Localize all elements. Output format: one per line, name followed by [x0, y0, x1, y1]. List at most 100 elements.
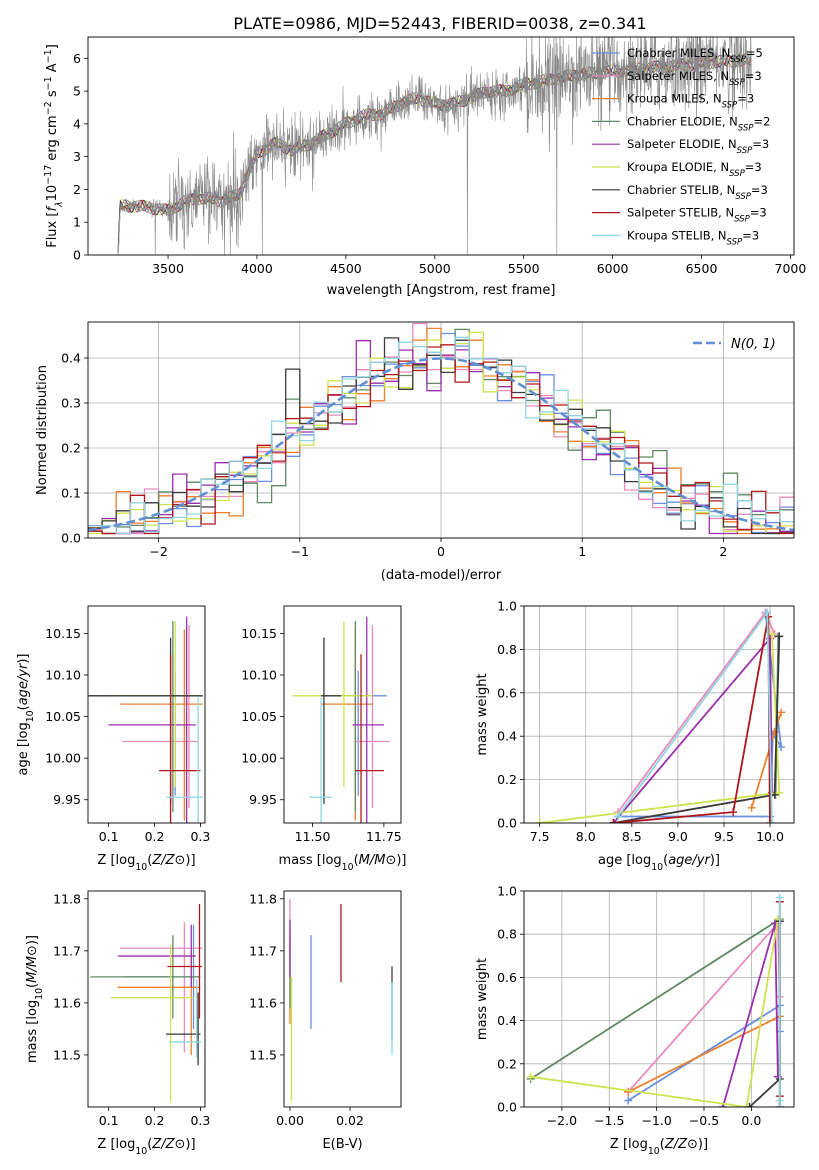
x-tick-label: 8.5: [622, 829, 642, 844]
series-kroupa-miles: [747, 708, 786, 812]
errorbar-kroupa-stelib: [309, 697, 333, 823]
x-tick-label: −1.5: [594, 1113, 624, 1128]
x-tick-label: 6500: [686, 261, 718, 276]
errorbar-chabrier-stelib: [321, 637, 342, 804]
y-axis-label: mass weight: [475, 673, 490, 755]
histogram-salpeter-stelib: [88, 344, 794, 535]
data-point: [624, 1096, 633, 1105]
errorbar-salpeter-elodie: [352, 616, 384, 823]
x-tick-label: 7000: [775, 261, 807, 276]
errorbar-chabrier-elodie: [90, 935, 201, 1019]
y-tick-label: 9.95: [53, 792, 81, 807]
y-axis-label: Flux [fλ10−17 erg cm−2 s−1 A−1]: [43, 44, 65, 248]
data-point: [535, 819, 544, 823]
x-tick-label: 6000: [597, 261, 629, 276]
y-tick-label: 0.2: [497, 1056, 517, 1071]
x-tick-label: 0.1: [99, 1113, 119, 1128]
x-axis-label: age [log10(age/yr)]: [598, 853, 720, 873]
data-point: [609, 819, 618, 823]
x-tick-label: −2: [149, 544, 167, 559]
x-tick-label: 11.50: [295, 829, 331, 844]
y-tick-label: 0.0: [61, 531, 81, 546]
plot-area: [535, 608, 786, 823]
x-tick-label: 4000: [241, 261, 273, 276]
legend-label-salpeter-stelib: Salpeter STELIB, NSSP=3: [627, 206, 767, 225]
residuals-panel: −2 −1 0 1 2 0.0 0.1 0.2 0.3 0.4 (data-model)/error…: [35, 321, 795, 583]
x-tick-label: 0.2: [145, 1113, 165, 1128]
x-axis-label: Z [log10(Z/Z⊙)]: [97, 1137, 195, 1157]
y-axis-label: Normed distribution: [35, 365, 50, 495]
data-point: [777, 708, 786, 717]
y-tick-label: 0.3: [61, 396, 81, 411]
axes-frame: [523, 605, 795, 824]
data-point: [729, 808, 738, 817]
x-axis-label: E(B-V): [322, 1137, 362, 1152]
y-tick-label: 11.8: [249, 891, 277, 906]
massweight-vs-metallicity-panel: −2.0 −1.5 −1.0 −0.5 0.0 0.0 0.2 0.4 0.6 0.8 1.0 Z […: [475, 884, 795, 1157]
y-tick-label: 10.10: [45, 668, 81, 683]
data-point: [775, 788, 784, 797]
y-tick-label: 5: [73, 84, 81, 99]
y-tick-label: 0.4: [497, 1013, 517, 1028]
y-tick-label: 3: [73, 149, 81, 164]
legend-label-chabrier-miles: Chabrier MILES, NSSP=5: [627, 46, 763, 65]
plot-area: [88, 322, 794, 535]
data-point: [624, 1087, 633, 1096]
axes-frame: [87, 605, 206, 824]
legend-label-kroupa-miles: Kroupa MILES, NSSP=3: [627, 92, 754, 111]
axes-frame: [87, 36, 795, 256]
x-axis-label: Z [log10(Z/Z⊙)]: [97, 853, 195, 873]
x-tick-label: −2.0: [547, 1113, 577, 1128]
errorbar-salpeter-elodie: [108, 616, 196, 823]
data-point: [613, 812, 622, 821]
y-tick-label: 0.8: [497, 927, 517, 942]
legend-label-kroupa-stelib: Kroupa STELIB, NSSP=3: [627, 228, 759, 247]
histogram-kroupa-stelib: [88, 336, 794, 535]
series-line: [530, 918, 779, 1107]
plot-area: [289, 898, 393, 1102]
normal-curve: [88, 357, 794, 532]
legend-label-normal: N(0, 1): [731, 337, 776, 352]
x-tick-label: 8.0: [576, 829, 596, 844]
plot-area: [88, 616, 203, 823]
series-kroupa-stelib: [613, 608, 776, 823]
x-axis-label: (data-model)/error: [381, 568, 502, 583]
data-point: [526, 1072, 535, 1081]
spectrum-panel: 3500 4000 4500 5000 5500 6000 6500 7000 0 1 2 3 4 5 6 w…: [43, 36, 807, 298]
errorbar-salpeter-stelib: [159, 654, 201, 823]
errorbar-salpeter-miles: [122, 625, 199, 809]
y-tick-label: 0.2: [61, 441, 81, 456]
series-kroupa-stelib: [775, 893, 784, 1107]
mass-vs-ebv-panel: 0.00 0.02 11.5 11.6 11.7 11.8 E(B-V): [249, 890, 402, 1152]
errorbar-kroupa-stelib: [166, 697, 203, 823]
y-tick-label: 6: [73, 51, 81, 66]
y-tick-label: 0: [73, 248, 81, 263]
y-tick-label: 1: [73, 215, 81, 230]
x-axis-label: mass [log10(M/M⊙)]: [278, 853, 406, 873]
x-tick-label: −1.0: [641, 1113, 671, 1128]
y-tick-label: 11.8: [53, 891, 81, 906]
y-tick-label: 10.05: [45, 709, 81, 724]
y-tick-label: 0.4: [61, 351, 81, 366]
y-tick-label: 0.6: [497, 970, 517, 985]
x-tick-label: 7.5: [530, 829, 550, 844]
x-tick-label: 2: [719, 544, 727, 559]
data-point: [775, 632, 784, 641]
x-axis-label: Z [log10(Z/Z⊙)]: [610, 1137, 708, 1157]
age-vs-mass-panel: 11.50 11.75 9.95 10.00 10.05 10.10 10.15 mass […: [241, 605, 407, 873]
spectrum-legend: Chabrier MILES, NSSP=5 Salpeter MILES, NS…: [592, 46, 770, 247]
axes-frame: [283, 890, 402, 1108]
observed-spectrum: [117, 37, 752, 255]
x-tick-label: 1: [578, 544, 586, 559]
x-tick-label: 0: [437, 544, 445, 559]
legend-label-salpeter-miles: Salpeter MILES, NSSP=3: [627, 69, 762, 88]
series-line: [627, 1015, 781, 1093]
plot-area: [117, 37, 752, 255]
y-tick-label: 4: [73, 116, 81, 131]
y-axis-label: age [log10(age/yr)]: [16, 653, 36, 775]
y-tick-label: 11.5: [249, 1047, 277, 1062]
x-tick-label: 0.2: [145, 829, 165, 844]
y-tick-label: 11.5: [53, 1047, 81, 1062]
y-tick-label: 0.0: [497, 1100, 517, 1115]
